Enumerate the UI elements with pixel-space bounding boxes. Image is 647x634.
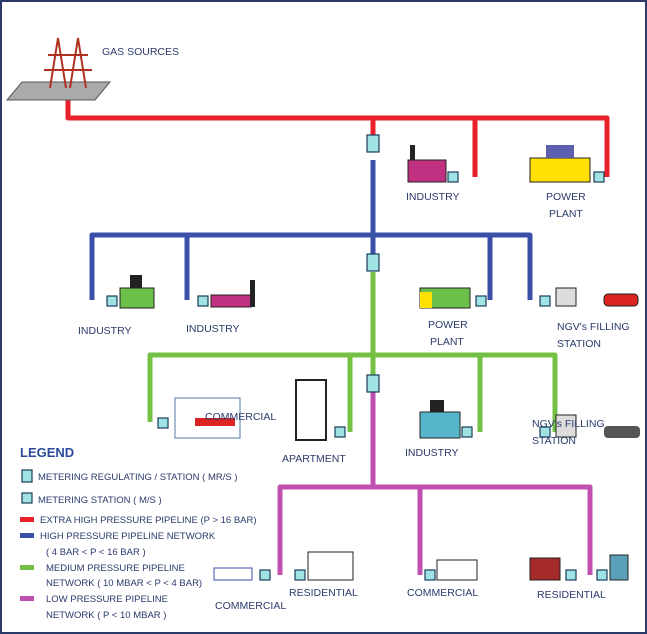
legend-text: EXTRA HIGH PRESSURE PIPELINE (P > 16 BAR… (40, 515, 257, 526)
node-labels: GAS SOURCES INDUSTRY POWER PLANT INDUSTR… (78, 46, 630, 612)
pipelines (65, 95, 610, 575)
legend-symbol (20, 517, 34, 522)
node-label: INDUSTRY (406, 191, 459, 203)
node-label: INDUSTRY (186, 323, 239, 335)
legend-title: LEGEND (20, 445, 74, 460)
legend-symbol (20, 533, 34, 538)
node-label: COMMERCIAL (407, 587, 478, 599)
legend-text: NETWORK ( 10 MBAR < P < 4 BAR) (46, 578, 202, 589)
legend-text: METERING REGULATING / STATION ( MR/S ) (38, 472, 238, 483)
legend-text: ( 4 BAR < P < 16 BAR ) (46, 547, 146, 558)
gas-source-icon (5, 37, 112, 101)
node-label: POWER (546, 191, 586, 203)
node-label: STATION (532, 435, 576, 447)
node-label: COMMERCIAL (205, 411, 276, 423)
legend-text: METERING STATION ( M/S ) (38, 495, 162, 506)
legend-symbol (21, 469, 33, 483)
node-label: COMMERCIAL (215, 600, 286, 612)
node-label: PLANT (549, 208, 583, 220)
node-label: GAS SOURCES (102, 46, 179, 58)
node-label: NGV's FILLING (532, 418, 605, 430)
node-label: NGV's FILLING (557, 321, 630, 333)
legend-text: LOW PRESSURE PIPELINE (46, 594, 168, 605)
legend-text: HIGH PRESSURE PIPELINE NETWORK (40, 531, 216, 542)
node-label: INDUSTRY (405, 447, 458, 459)
legend-text: NETWORK ( P < 10 MBAR ) (46, 610, 166, 621)
stations (106, 134, 608, 581)
legend-symbol (20, 596, 34, 601)
legend-text: MEDIUM PRESSURE PIPELINE (46, 563, 185, 574)
node-label: RESIDENTIAL (289, 587, 358, 599)
legend: LEGEND METERING REGULATING / STATION ( M… (20, 445, 257, 621)
node-label: INDUSTRY (78, 325, 131, 337)
node-label: RESIDENTIAL (537, 589, 606, 601)
legend-symbol (21, 492, 33, 504)
facility-icons (119, 145, 640, 581)
node-label: PLANT (430, 336, 464, 348)
legend-symbol (20, 565, 34, 570)
node-label: POWER (428, 319, 468, 331)
node-label: STATION (557, 338, 601, 350)
node-label: APARTMENT (282, 453, 346, 465)
